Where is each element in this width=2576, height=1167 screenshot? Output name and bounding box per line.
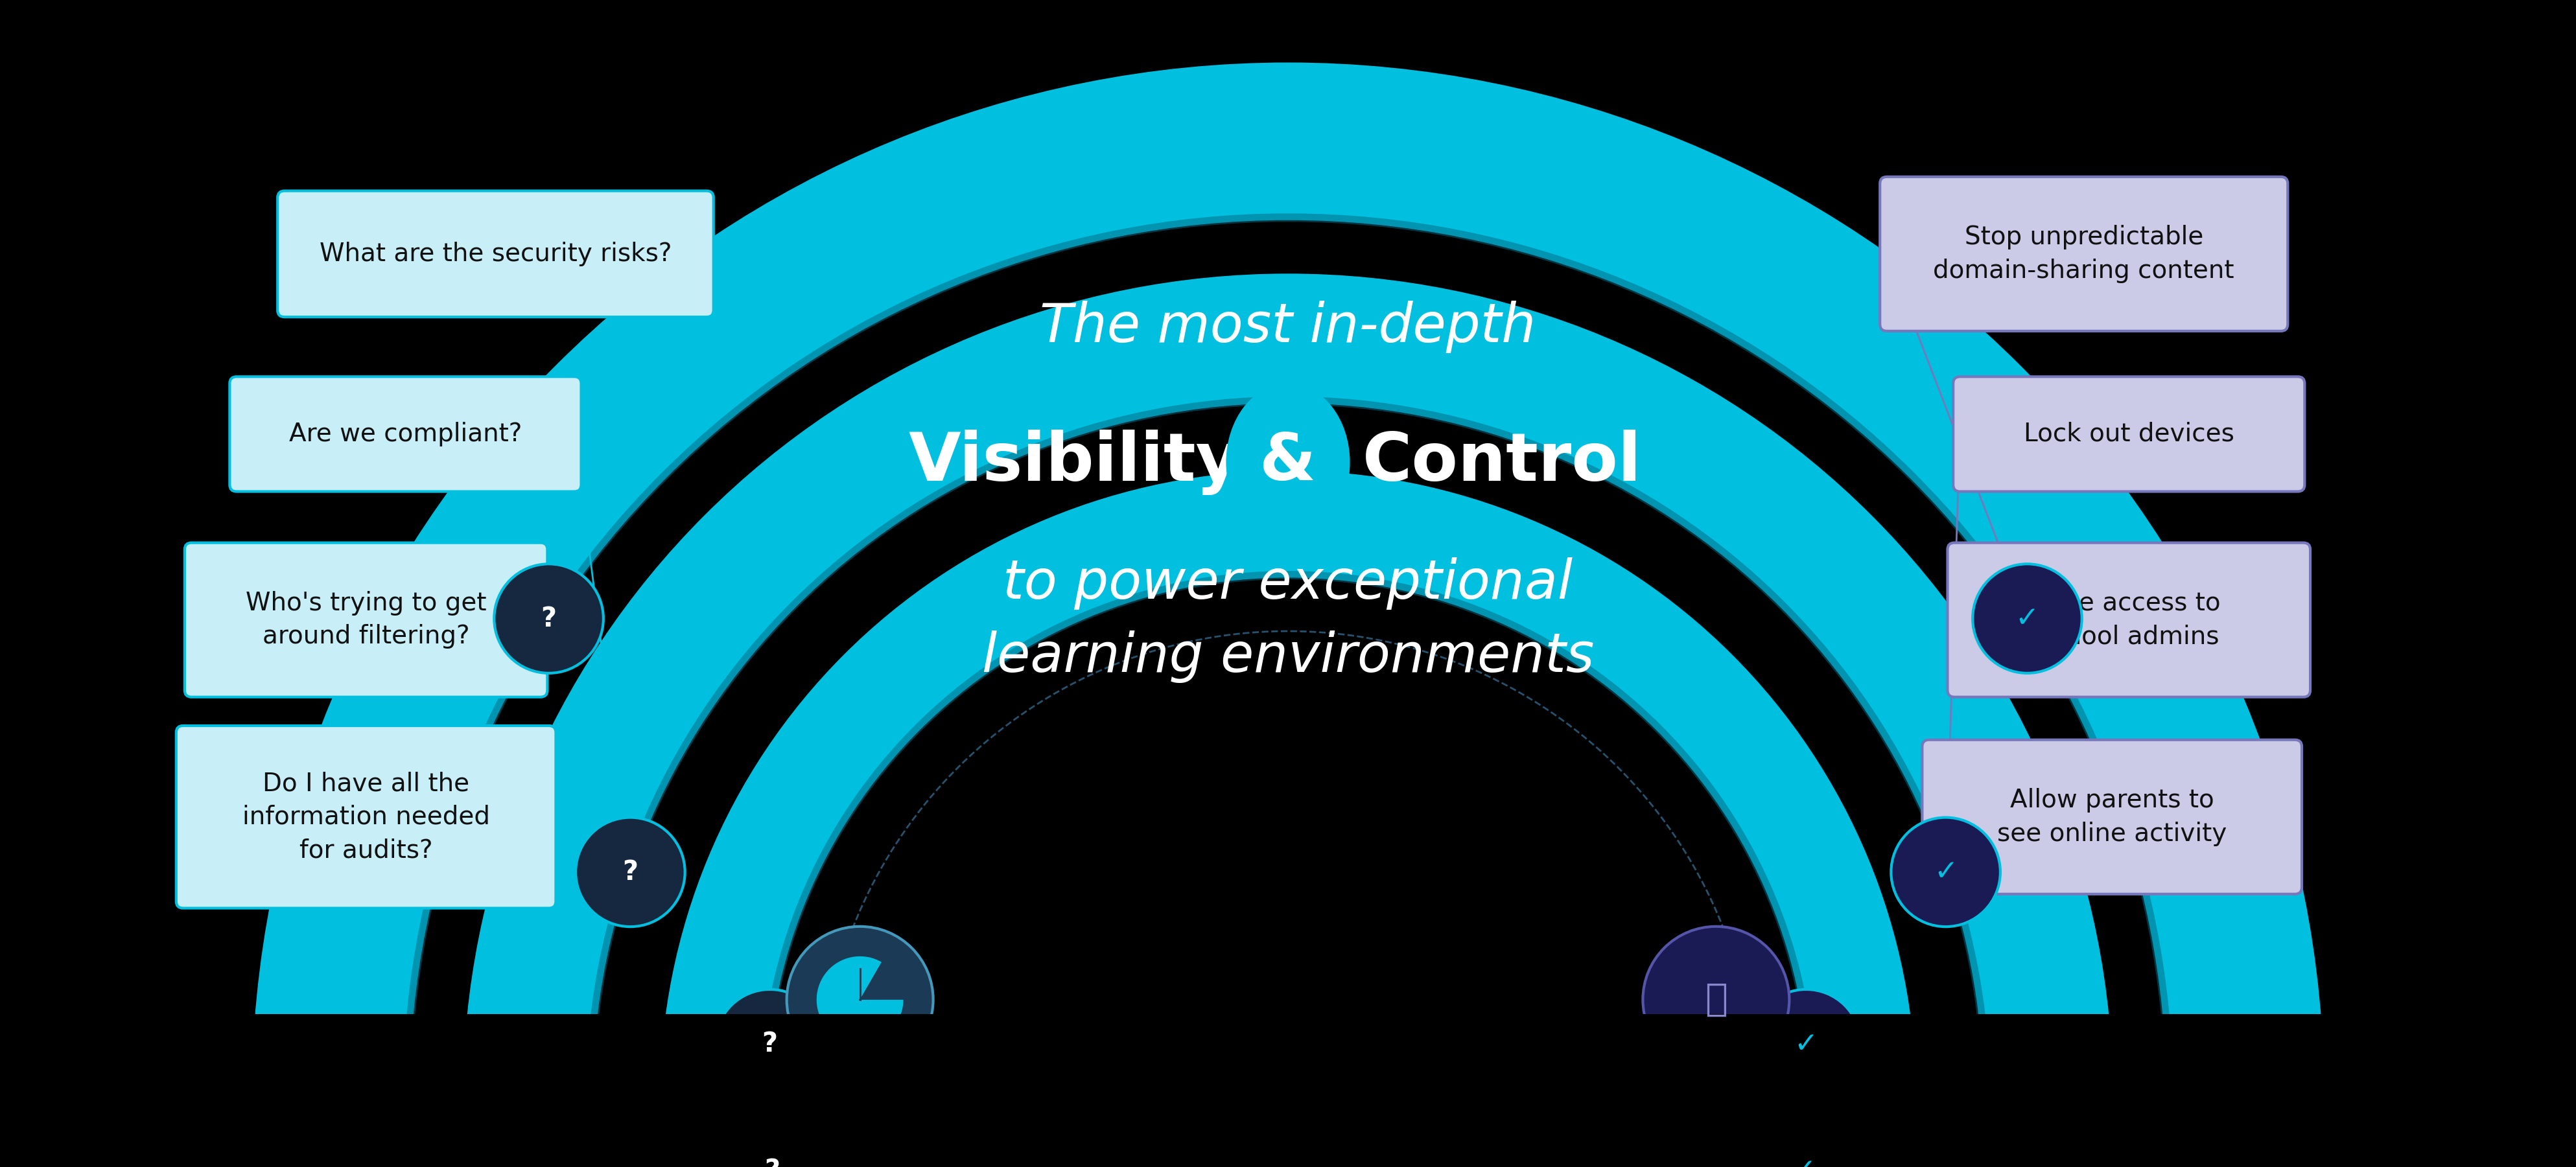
Circle shape — [1891, 817, 2002, 927]
Text: ?: ? — [762, 1030, 778, 1057]
Text: Do I have all the
information needed
for audits?: Do I have all the information needed for… — [242, 771, 489, 862]
Text: Are we compliant?: Are we compliant? — [289, 421, 523, 447]
Text: ✓: ✓ — [2014, 605, 2040, 633]
Text: Visibility: Visibility — [909, 429, 1239, 495]
Wedge shape — [817, 956, 904, 1043]
FancyBboxPatch shape — [1880, 176, 2287, 331]
Text: to power exceptional
learning environments: to power exceptional learning environmen… — [981, 557, 1595, 683]
Text: Lock out devices: Lock out devices — [2025, 421, 2233, 447]
Circle shape — [716, 990, 824, 1098]
Text: ?: ? — [541, 605, 556, 633]
Text: What are the security risks?: What are the security risks? — [319, 242, 672, 266]
Wedge shape — [585, 397, 1991, 1098]
FancyBboxPatch shape — [229, 377, 582, 491]
Text: ✓: ✓ — [1793, 1030, 1819, 1058]
Text: Who's trying to get
around filtering?: Who's trying to get around filtering? — [245, 591, 487, 649]
Circle shape — [1973, 564, 2081, 673]
Text: Control: Control — [1363, 429, 1641, 495]
Wedge shape — [659, 470, 1917, 1098]
FancyBboxPatch shape — [185, 543, 546, 697]
FancyBboxPatch shape — [278, 191, 714, 317]
Text: ✓: ✓ — [1793, 1156, 1816, 1167]
Circle shape — [786, 927, 933, 1072]
Wedge shape — [860, 962, 904, 1000]
Text: &: & — [1260, 431, 1316, 494]
FancyBboxPatch shape — [1922, 740, 2303, 894]
FancyBboxPatch shape — [1953, 377, 2306, 491]
Text: The most in-depth: The most in-depth — [1041, 301, 1535, 354]
Text: ?: ? — [765, 1158, 781, 1167]
Wedge shape — [252, 63, 2324, 1098]
Text: Give access to
school admins: Give access to school admins — [2038, 591, 2221, 649]
Text: ✓: ✓ — [1935, 858, 1958, 886]
Circle shape — [574, 817, 685, 927]
FancyBboxPatch shape — [1947, 543, 2311, 697]
Circle shape — [1643, 927, 1790, 1072]
Text: ✋: ✋ — [1705, 981, 1728, 1018]
Circle shape — [1749, 1117, 1857, 1167]
Circle shape — [719, 1117, 827, 1167]
FancyBboxPatch shape — [175, 726, 556, 908]
Wedge shape — [402, 214, 2174, 1098]
Text: ?: ? — [623, 859, 639, 886]
Wedge shape — [464, 273, 2112, 1098]
Text: Stop unpredictable
domain-sharing content: Stop unpredictable domain-sharing conten… — [1935, 225, 2233, 282]
Circle shape — [495, 564, 603, 673]
Wedge shape — [760, 571, 1816, 1098]
Text: Allow parents to
see online activity: Allow parents to see online activity — [1996, 788, 2226, 846]
Ellipse shape — [1226, 384, 1350, 541]
Circle shape — [1752, 990, 1860, 1098]
